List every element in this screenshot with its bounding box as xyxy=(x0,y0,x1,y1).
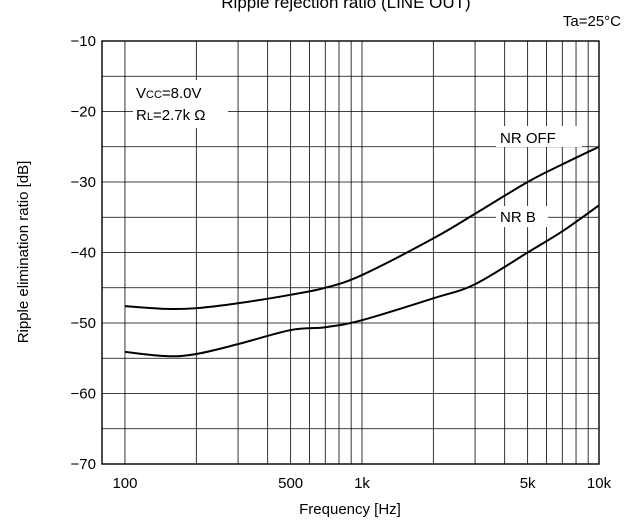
condition-label: Ta=25°C xyxy=(563,13,621,30)
x-tick-label: 5k xyxy=(520,475,536,492)
curves xyxy=(124,145,600,358)
y-tick-label: −40 xyxy=(71,245,96,262)
y-tick-label: −50 xyxy=(71,315,96,332)
y-tick-label: −70 xyxy=(71,456,96,473)
series-label-nr-off: NR OFF xyxy=(500,130,556,147)
y-axis-label: Ripple elimination ratio [dB] xyxy=(15,161,32,344)
x-tick-label: 10k xyxy=(587,475,612,492)
nr-off-curve xyxy=(124,145,600,311)
plot-frame xyxy=(101,40,600,465)
vcc-annotation: VCC=8.0V xyxy=(136,85,202,102)
chart-title: Ripple rejection ratio (LINE OUT) xyxy=(221,0,470,12)
x-tick-label: 1k xyxy=(354,475,370,492)
series-label-nr-b: NR B xyxy=(500,209,536,226)
x-axis-label: Frequency [Hz] xyxy=(299,501,401,518)
nr-b-curve xyxy=(124,204,600,358)
y-tick-label: −20 xyxy=(71,104,96,121)
nr-off-label-background xyxy=(496,126,582,147)
y-tick-label: −10 xyxy=(71,33,96,50)
x-tick-label: 500 xyxy=(278,475,303,492)
annotation-background xyxy=(133,80,228,128)
y-tick-label: −60 xyxy=(71,386,96,403)
y-tick-label: −30 xyxy=(71,174,96,191)
x-tick-label: 100 xyxy=(112,475,137,492)
tick-labels: 100 500 1k 5k 10k −10 −20 −30 −40 −50 −60 −70 xyxy=(71,33,612,492)
nr-b-label-background xyxy=(496,206,548,227)
rl-annotation: RL=2.7k Ω xyxy=(136,107,205,124)
